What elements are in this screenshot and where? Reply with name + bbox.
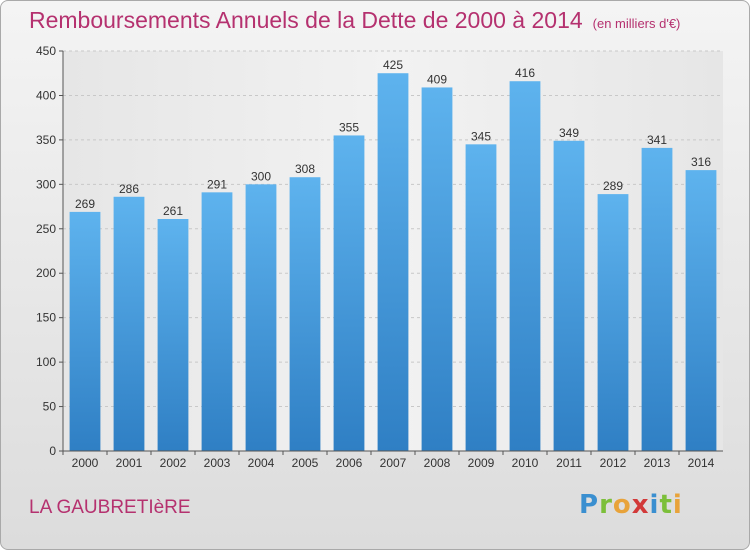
bars: [69, 73, 717, 452]
x-tick-label: 2004: [248, 456, 275, 470]
logo-letter: x: [631, 490, 650, 520]
bar-value-label: 316: [691, 155, 711, 169]
bar: [597, 194, 629, 451]
y-tick-label: 400: [36, 88, 56, 102]
x-tick-label: 2012: [600, 456, 627, 470]
bar-value-label: 289: [603, 179, 623, 193]
bar-value-label: 409: [427, 72, 447, 86]
bar: [553, 140, 585, 451]
logo-letter: t: [659, 490, 673, 520]
x-tick-label: 2007: [380, 456, 407, 470]
bar-value-label: 349: [559, 126, 579, 140]
bar-value-label: 286: [119, 182, 139, 196]
y-tick-label: 450: [36, 44, 56, 58]
x-tick-label: 2013: [644, 456, 671, 470]
bar-value-label: 308: [295, 162, 315, 176]
bar-value-label: 261: [163, 204, 183, 218]
y-tick-label: 50: [43, 400, 57, 414]
x-tick-label: 2011: [556, 456, 582, 470]
labels: 0 50 100 150 200 250 300 350 400 450 269 2000 286 200…: [36, 44, 715, 470]
bar-value-label: 345: [471, 129, 491, 143]
x-tick-label: 2010: [512, 456, 539, 470]
bar: [377, 73, 409, 451]
y-tick-label: 150: [36, 311, 56, 325]
bar: [69, 211, 101, 451]
bar: [245, 184, 277, 452]
x-tick-label: 2008: [424, 456, 451, 470]
x-tick-label: 2009: [468, 456, 495, 470]
logo-letter: r: [599, 490, 613, 520]
bar-value-label: 355: [339, 120, 359, 134]
y-tick-label: 0: [49, 444, 56, 458]
y-tick-label: 100: [36, 355, 56, 369]
city-name: LA GAUBRETIèRE: [29, 497, 191, 518]
x-tick-label: 2003: [204, 456, 231, 470]
bar: [685, 170, 717, 451]
x-tick-label: 2006: [336, 456, 363, 470]
x-tick-label: 2002: [160, 456, 187, 470]
logo-letter: P: [579, 490, 600, 520]
title-unit: (en milliers d'€): [592, 16, 681, 31]
y-tick-label: 200: [36, 266, 56, 280]
title-text: Remboursements Annuels de la Dette de 20…: [29, 7, 583, 33]
logo-letter: i: [649, 490, 660, 520]
bar: [465, 144, 497, 452]
x-tick-label: 2005: [292, 456, 319, 470]
axes: [59, 50, 723, 455]
bar-value-label: 269: [75, 197, 95, 211]
bar: [641, 147, 673, 451]
proxiti-logo: Proxiti: [579, 490, 683, 520]
x-tick-label: 2014: [688, 456, 715, 470]
bar: [509, 81, 541, 451]
logo-letter: o: [612, 490, 632, 520]
x-tick-label: 2001: [116, 456, 143, 470]
bar-value-label: 416: [515, 66, 535, 80]
bar: [333, 135, 365, 451]
chart-title: Remboursements Annuels de la Dette de 20…: [29, 7, 680, 34]
bar: [201, 192, 233, 452]
bar-value-label: 425: [383, 58, 403, 72]
bar-value-label: 341: [647, 133, 667, 147]
bar-value-label: 291: [207, 177, 227, 191]
logo-letter: i: [672, 490, 683, 520]
bar: [157, 219, 189, 451]
bar: [421, 87, 453, 451]
bar-value-label: 300: [251, 169, 271, 183]
y-tick-label: 250: [36, 222, 56, 236]
y-tick-label: 300: [36, 177, 56, 191]
x-tick-label: 2000: [72, 456, 99, 470]
bar: [289, 177, 321, 451]
y-tick-label: 350: [36, 133, 56, 147]
bar: [113, 196, 145, 451]
